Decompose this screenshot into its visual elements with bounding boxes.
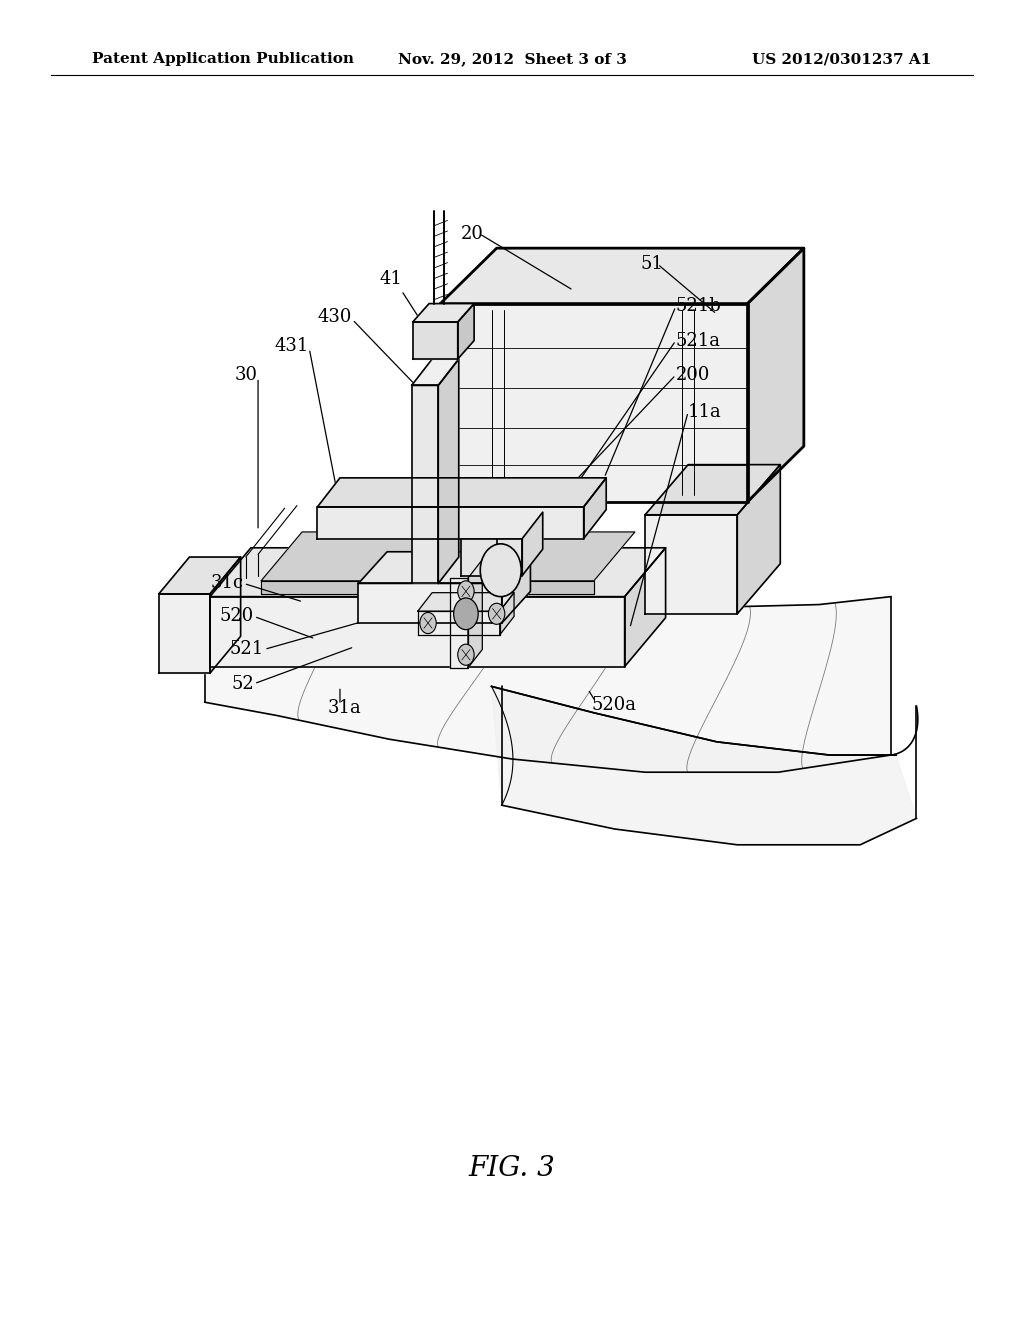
Circle shape <box>488 603 505 624</box>
Text: 30: 30 <box>236 366 258 384</box>
Text: 31c: 31c <box>211 574 244 593</box>
Polygon shape <box>317 507 584 539</box>
Polygon shape <box>317 478 606 507</box>
Polygon shape <box>261 532 635 581</box>
Text: 521b: 521b <box>676 297 722 315</box>
Polygon shape <box>413 322 458 359</box>
Polygon shape <box>500 593 514 635</box>
Polygon shape <box>737 465 780 614</box>
Text: 200: 200 <box>676 366 711 384</box>
Polygon shape <box>458 304 474 359</box>
Polygon shape <box>645 465 780 515</box>
Text: 11a: 11a <box>688 403 722 421</box>
Text: 521a: 521a <box>676 331 721 350</box>
Polygon shape <box>210 557 241 673</box>
Text: 52: 52 <box>231 675 254 693</box>
Text: 520a: 520a <box>592 696 637 714</box>
Polygon shape <box>210 548 666 597</box>
Circle shape <box>454 598 478 630</box>
Text: US 2012/0301237 A1: US 2012/0301237 A1 <box>753 53 932 66</box>
Polygon shape <box>205 581 891 772</box>
Polygon shape <box>413 304 474 322</box>
Polygon shape <box>440 248 804 304</box>
Text: 31a: 31a <box>328 698 361 717</box>
Polygon shape <box>748 248 804 502</box>
Text: Nov. 29, 2012  Sheet 3 of 3: Nov. 29, 2012 Sheet 3 of 3 <box>397 53 627 66</box>
Text: 20: 20 <box>461 224 483 243</box>
Polygon shape <box>645 515 737 614</box>
Polygon shape <box>625 548 666 667</box>
Polygon shape <box>412 385 438 583</box>
Polygon shape <box>159 557 241 594</box>
Polygon shape <box>358 552 530 583</box>
Text: FIG. 3: FIG. 3 <box>469 1155 555 1181</box>
Polygon shape <box>210 597 625 667</box>
Polygon shape <box>418 611 500 635</box>
Polygon shape <box>492 686 916 845</box>
Circle shape <box>420 612 436 634</box>
Text: Patent Application Publication: Patent Application Publication <box>92 53 354 66</box>
Text: 431: 431 <box>274 337 309 355</box>
Polygon shape <box>461 539 522 576</box>
Polygon shape <box>450 578 468 668</box>
Text: 51: 51 <box>640 255 663 273</box>
Polygon shape <box>584 478 606 539</box>
Circle shape <box>458 581 474 602</box>
Polygon shape <box>438 359 459 583</box>
Polygon shape <box>468 560 482 668</box>
Polygon shape <box>440 304 748 502</box>
Text: 520: 520 <box>220 607 254 626</box>
Polygon shape <box>418 593 514 611</box>
Text: 521: 521 <box>230 640 264 659</box>
Polygon shape <box>358 583 502 623</box>
Circle shape <box>480 544 521 597</box>
Polygon shape <box>522 512 543 576</box>
Polygon shape <box>412 359 459 385</box>
Polygon shape <box>261 581 594 594</box>
Text: 430: 430 <box>317 308 352 326</box>
Polygon shape <box>159 594 210 673</box>
Circle shape <box>458 644 474 665</box>
Polygon shape <box>502 552 530 623</box>
Text: 41: 41 <box>380 269 402 288</box>
